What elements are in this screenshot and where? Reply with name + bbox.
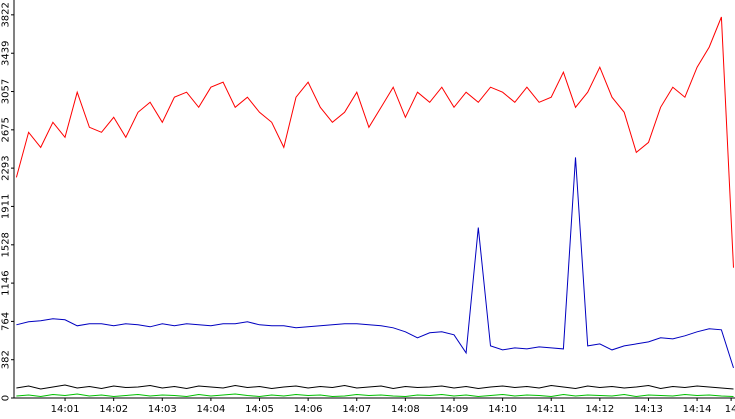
x-tick-label: 14:10 — [488, 404, 517, 415]
x-tick-label: 14:07 — [342, 404, 371, 415]
y-tick-label: 382 — [0, 350, 11, 369]
y-tick-label: 2675 — [0, 117, 11, 142]
x-tick-label: 14:14 — [683, 404, 712, 415]
x-tick-label: 14:01 — [51, 404, 80, 415]
y-tick-label: 1528 — [0, 232, 11, 257]
line-series — [16, 157, 734, 369]
x-tick-label: 14:03 — [148, 404, 177, 415]
y-tick-label: 1911 — [0, 194, 11, 219]
y-tick-label: 764 — [0, 312, 11, 331]
x-tick-label: 14:12 — [585, 404, 614, 415]
line-series — [16, 393, 734, 398]
line-series — [16, 384, 734, 390]
y-tick-label: 2293 — [0, 155, 11, 180]
x-tick-label: 14:11 — [537, 404, 566, 415]
x-tick-label: 14:04 — [196, 404, 225, 415]
x-tick-label: 14:13 — [634, 404, 663, 415]
x-tick-label: 14:02 — [99, 404, 128, 415]
y-tick-label: 3822 — [0, 2, 11, 27]
x-tick-label: 14:05 — [245, 404, 274, 415]
y-tick-label: 1146 — [0, 270, 11, 295]
y-tick-label: 3057 — [0, 79, 11, 104]
x-tick-label: 14 — [725, 404, 735, 415]
y-tick-label: 0 — [0, 395, 11, 401]
x-tick-label: 14:08 — [391, 404, 420, 415]
x-tick-label: 14:09 — [440, 404, 469, 415]
x-tick-label: 14:06 — [294, 404, 323, 415]
line-series — [15, 16, 734, 268]
y-tick-label: 3439 — [0, 41, 11, 66]
